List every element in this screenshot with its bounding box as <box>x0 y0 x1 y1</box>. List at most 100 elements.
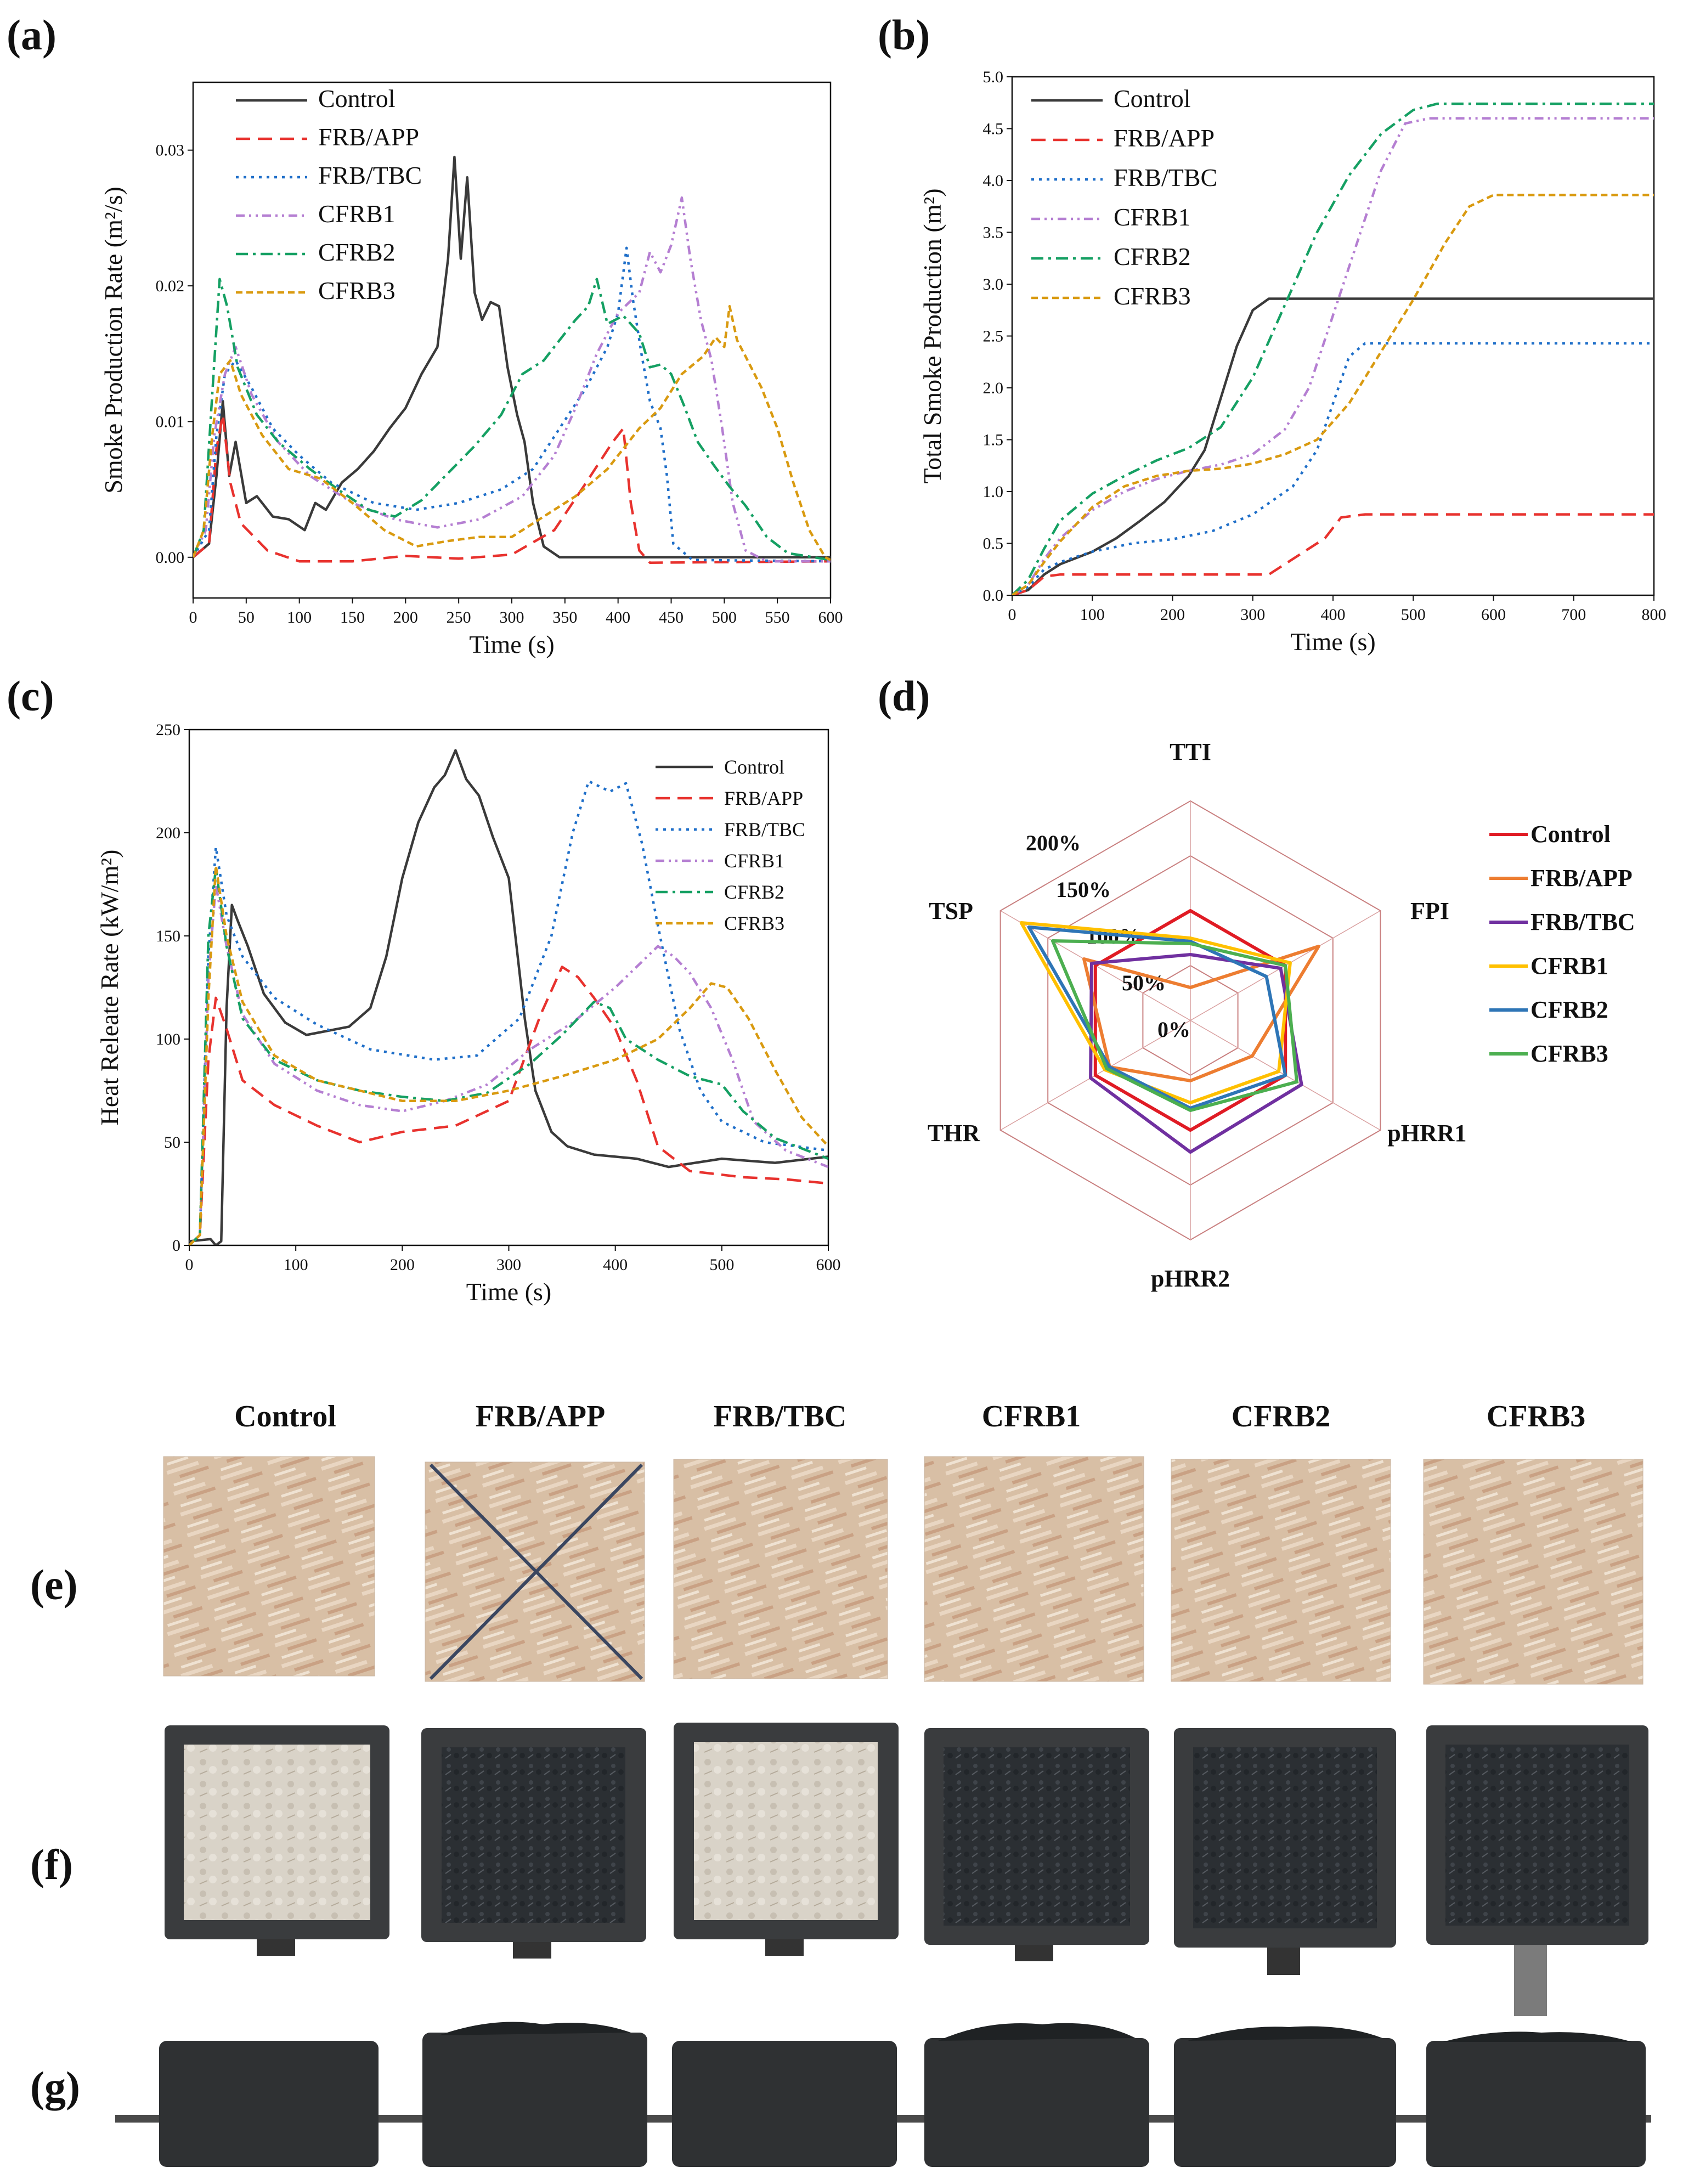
board-photo-control <box>163 1456 375 1677</box>
x-tick-label: 500 <box>709 1256 734 1274</box>
legend-label: FRB/APP <box>318 123 419 151</box>
y-axis-label: Heat Releate Rate (kW/m²) <box>95 850 123 1126</box>
y-tick-label: 3.0 <box>983 275 1004 294</box>
y-tick-label: 100 <box>156 1030 180 1048</box>
x-tick-label: 400 <box>1321 606 1346 624</box>
x-tick-label: 150 <box>340 608 365 627</box>
col-header-frb-tbc: FRB/TBC <box>714 1399 847 1434</box>
series-line-cfrb3 <box>189 864 828 1245</box>
y-axis-label: Smoke Production Rate (m²/s) <box>99 187 127 493</box>
x-tick-label: 400 <box>603 1256 628 1274</box>
x-tick-label: 800 <box>1642 606 1667 624</box>
y-tick-label: 0.00 <box>156 549 185 567</box>
x-tick-label: 400 <box>606 608 630 627</box>
y-tick-label: 1.0 <box>983 483 1004 501</box>
radar-axis-label: FPI <box>1410 898 1449 924</box>
photo-row-before <box>163 1456 1644 1685</box>
y-tick-label: 0.5 <box>983 535 1004 553</box>
x-tick-label: 100 <box>1080 606 1105 624</box>
residue-side-control <box>159 2041 379 2167</box>
radar-legend-label: FRB/APP <box>1530 865 1633 891</box>
y-tick-label: 4.5 <box>983 120 1004 138</box>
residue-photo-cfrb1 <box>924 1728 1149 1961</box>
panel-label-a: (a) <box>7 11 57 59</box>
char-layer <box>938 2023 1136 2041</box>
legend-label: CFRB3 <box>724 912 784 934</box>
y-tick-label: 0.03 <box>156 142 185 160</box>
legend-label: Control <box>724 756 784 778</box>
residue-side-frb-app <box>422 2033 647 2167</box>
legend-label: FRB/TBC <box>724 819 805 840</box>
series-line-control <box>193 155 831 559</box>
x-tick-label: 500 <box>1401 606 1426 624</box>
legend-label: CFRB2 <box>724 881 784 903</box>
panel-label-g: (g) <box>30 2063 80 2110</box>
radar-axis-label: pHRR1 <box>1387 1120 1466 1147</box>
x-tick-label: 0 <box>1008 606 1016 624</box>
x-tick-label: 250 <box>447 608 471 627</box>
board-photo-cross <box>429 1463 643 1680</box>
radar-ring-label: 150% <box>1056 877 1111 902</box>
photo-row-after-top <box>165 1723 1648 2016</box>
col-header-cfrb3: CFRB3 <box>1487 1399 1585 1434</box>
x-axis-label: Time (s) <box>466 1278 552 1306</box>
radar-series-cfrb1 <box>1019 921 1292 1104</box>
radar-ring-label: 200% <box>1026 831 1081 855</box>
y-tick-label: 5.0 <box>983 68 1004 86</box>
series-line-cfrb2 <box>189 866 828 1245</box>
x-tick-label: 50 <box>238 608 255 627</box>
x-axis-label: Time (s) <box>1290 628 1376 656</box>
y-axis-label: Total Smoke Production (m²) <box>918 188 946 483</box>
board-photo-cfrb2 <box>1171 1459 1391 1682</box>
radar-legend-label: FRB/TBC <box>1530 908 1635 935</box>
panel-label-e: (e) <box>30 1561 78 1609</box>
radar-legend-label: CFRB1 <box>1530 952 1608 979</box>
y-tick-label: 1.5 <box>983 431 1004 449</box>
x-axis-label: Time (s) <box>469 630 555 658</box>
series-line-frb-tbc <box>189 780 828 1245</box>
chart-heat-release-rate: 0 100 200 300 400 500 600 0 50 100 150 200 250 Time (… <box>95 721 841 1306</box>
x-tick-label: 600 <box>1481 606 1506 624</box>
x-tick-label: 600 <box>816 1256 841 1274</box>
residue-photo-control <box>165 1725 389 1956</box>
residue-side-frb-tbc <box>672 2041 897 2167</box>
radar-series-cfrb2 <box>1027 925 1287 1110</box>
x-tick-label: 600 <box>818 608 843 627</box>
residue-side-cfrb1 <box>924 2038 1149 2167</box>
x-tick-label: 200 <box>390 1256 415 1274</box>
x-tick-label: 300 <box>500 608 524 627</box>
y-tick-label: 150 <box>156 927 180 945</box>
radar-series-frb-app <box>1082 945 1320 1082</box>
y-tick-label: 50 <box>164 1133 180 1152</box>
char-layer <box>1188 2026 1382 2041</box>
x-tick-label: 300 <box>496 1256 521 1274</box>
char-layer <box>1443 2031 1632 2042</box>
col-header-frb-app: FRB/APP <box>476 1399 605 1434</box>
chart-total-smoke-production: 0 100 200 300 400 500 600 700 800 0.0 0.5 1.0 1.5 2.0… <box>918 68 1667 656</box>
y-tick-label: 0.02 <box>156 277 185 295</box>
y-tick-label: 200 <box>156 824 180 842</box>
legend-label: CFRB2 <box>318 238 396 266</box>
series-line-cfrb2 <box>1012 102 1654 595</box>
x-tick-label: 500 <box>712 608 737 627</box>
series-line-cfrb3 <box>1012 194 1654 595</box>
residue-photo-cfrb2 <box>1174 1728 1396 1975</box>
legend-label: CFRB2 <box>1114 242 1191 270</box>
x-tick-label: 0 <box>185 1256 194 1274</box>
chart-smoke-production-rate: 0 50 100 150 200 250 300 350 400 450 500 550 600 0.00… <box>99 81 843 658</box>
radar-legend-label: Control <box>1530 821 1611 848</box>
board-photo-cfrb3 <box>1423 1459 1644 1685</box>
x-tick-label: 200 <box>1160 606 1185 624</box>
residue-side-cfrb2 <box>1174 2038 1396 2167</box>
series-line-frb-app <box>193 413 831 564</box>
chart-radar: 0%50%100%150%200%TTIFPIpHRR1pHRR2THRTSPC… <box>928 738 1635 1292</box>
radar-axis-label: pHRR2 <box>1151 1265 1230 1292</box>
residue-photo-frb-app <box>421 1728 646 1959</box>
series-line-frb-tbc <box>1012 342 1654 595</box>
residue-photo-frb-tbc <box>674 1723 899 1956</box>
plot-frame <box>1011 76 1655 596</box>
board-photo-cfrb1 <box>924 1456 1144 1682</box>
series-line-frb-app <box>189 966 828 1245</box>
legend-label: FRB/APP <box>1114 124 1215 152</box>
